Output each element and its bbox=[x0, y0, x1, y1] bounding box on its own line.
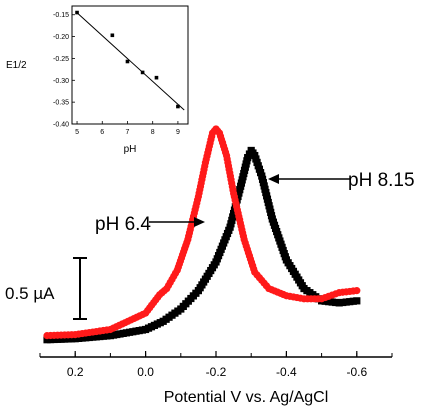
inset-y-ticks bbox=[72, 14, 75, 125]
data-point bbox=[353, 287, 361, 295]
inset-y-tick-label: -0.15 bbox=[53, 12, 69, 19]
inset-y-tick-label: -0.30 bbox=[53, 78, 69, 85]
series-ph-8-15 bbox=[43, 146, 361, 344]
inset-x-tick-label: 6 bbox=[100, 129, 104, 136]
inset-data-point bbox=[176, 104, 180, 109]
main-x-tick-label: 0.0 bbox=[137, 365, 154, 379]
scale-bar: 0.5 µA bbox=[5, 257, 87, 320]
annotation-ph-6-4-label: pH 6.4 bbox=[95, 214, 151, 235]
inset-plot: -0.15 -0.20 -0.25 -0.30 -0.35 -0.40 5 6 7 8 9 E1/… bbox=[6, 5, 189, 155]
inset-fit-line bbox=[75, 11, 185, 111]
inset-points bbox=[75, 10, 180, 109]
inset-y-tick-label: -0.20 bbox=[53, 34, 69, 41]
inset-x-ticks bbox=[76, 121, 179, 124]
main-x-ticks bbox=[39, 351, 393, 357]
inset-data-point bbox=[154, 75, 159, 80]
main-x-tick-labels: 0.2 0.0 -0.2 -0.4 -0.6 bbox=[67, 365, 368, 379]
annotation-ph-6-4: pH 6.4 bbox=[95, 214, 205, 235]
arrow-ph-8-15-head bbox=[268, 174, 279, 184]
inset-data-point bbox=[75, 10, 79, 15]
inset-data-point bbox=[125, 59, 130, 64]
main-x-tick-label: -0.6 bbox=[346, 365, 367, 379]
inset-x-tick-label: 8 bbox=[151, 129, 155, 136]
inset-data-point bbox=[140, 70, 145, 75]
inset-x-axis-label: pH bbox=[124, 144, 137, 155]
annotation-ph-8-15-label: pH 8.15 bbox=[348, 170, 415, 191]
inset-y-tick-label: -0.25 bbox=[53, 56, 69, 63]
annotation-ph-8-15: pH 8.15 bbox=[268, 170, 415, 191]
main-x-tick-label: -0.2 bbox=[206, 365, 227, 379]
inset-x-tick-labels: 5 6 7 8 9 bbox=[75, 129, 180, 136]
series-ph-6-4 bbox=[43, 125, 361, 340]
main-x-axis-label: Potential V vs. Ag/AgCl bbox=[164, 389, 329, 406]
inset-y-tick-label: -0.40 bbox=[53, 122, 69, 129]
data-point bbox=[353, 297, 361, 305]
inset-data-point bbox=[110, 33, 115, 38]
inset-y-tick-label: -0.35 bbox=[53, 100, 69, 107]
scale-bar-label: 0.5 µA bbox=[5, 284, 55, 303]
main-x-tick-label: -0.4 bbox=[276, 365, 297, 379]
inset-y-tick-labels: -0.15 -0.20 -0.25 -0.30 -0.35 -0.40 bbox=[53, 12, 69, 128]
inset-x-tick-label: 7 bbox=[126, 129, 130, 136]
inset-y-axis-label: E1/2 bbox=[6, 60, 27, 71]
main-plot: 0.2 0.0 -0.2 -0.4 -0.6 Potential V vs. Ag/Ag… bbox=[5, 125, 415, 406]
main-x-tick-label: 0.2 bbox=[67, 365, 84, 379]
main-series bbox=[43, 125, 361, 344]
inset-x-tick-label: 5 bbox=[75, 129, 79, 136]
arrow-ph-6-4-head bbox=[194, 217, 205, 227]
inset-x-tick-label: 9 bbox=[176, 129, 180, 136]
